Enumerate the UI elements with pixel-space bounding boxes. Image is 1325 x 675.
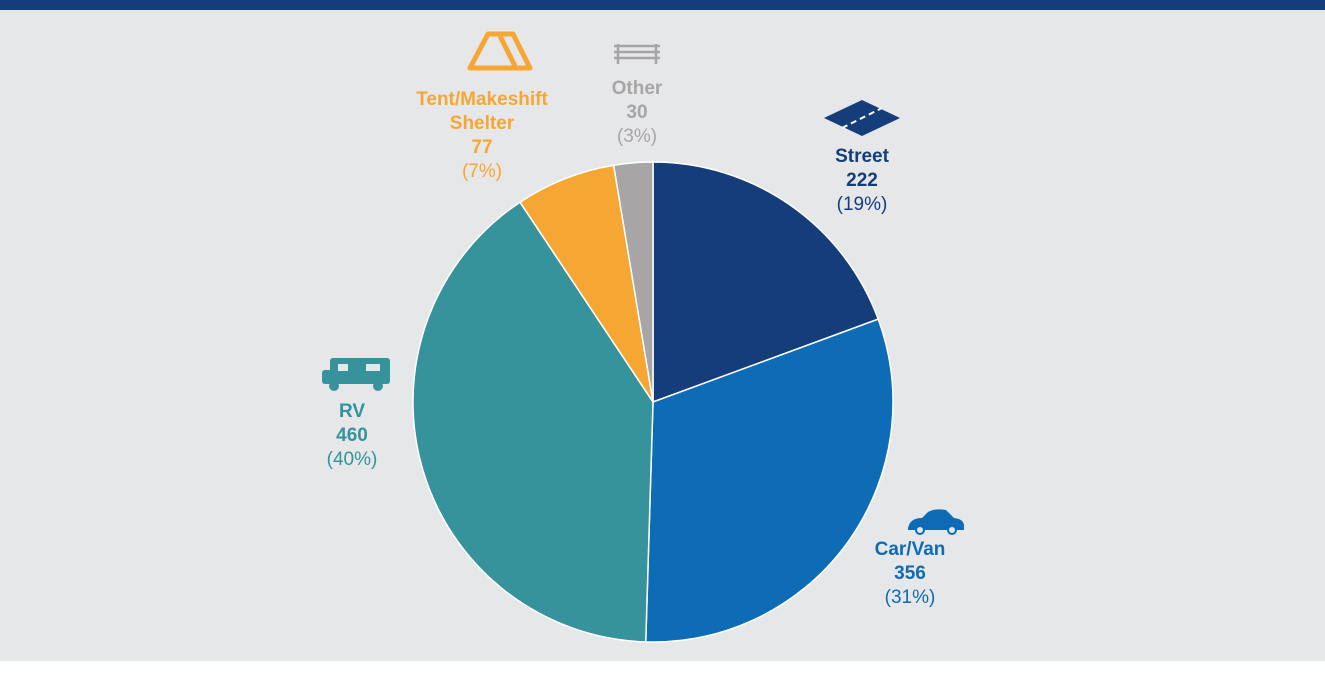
value-label: 30 bbox=[626, 102, 648, 123]
bench-icon bbox=[614, 44, 660, 64]
tent-icon bbox=[467, 31, 533, 71]
percent-label: (7%) bbox=[461, 161, 503, 182]
value-label: 460 bbox=[336, 425, 368, 446]
category-name: Car/Van bbox=[874, 539, 946, 560]
pie-slice bbox=[652, 161, 880, 404]
value-label: 222 bbox=[846, 170, 878, 191]
category-name: Tent/Makeshift Shelter bbox=[416, 89, 548, 134]
percent-label: (40%) bbox=[326, 449, 378, 470]
bottom-strip bbox=[0, 661, 1325, 675]
pie-slice bbox=[644, 318, 894, 643]
street-icon bbox=[824, 100, 900, 136]
slice-label: Other 30 (3%) bbox=[612, 77, 663, 149]
category-name: Street bbox=[835, 146, 889, 167]
car-icon bbox=[908, 509, 964, 535]
percent-label: (3%) bbox=[616, 126, 658, 147]
category-name: RV bbox=[338, 401, 366, 422]
rv-icon bbox=[322, 358, 390, 391]
slice-label: Tent/Makeshift Shelter 77 (7%) bbox=[402, 88, 562, 184]
top-bar bbox=[0, 0, 1325, 10]
slice-label: RV 460 (40%) bbox=[327, 400, 378, 472]
pie-slice bbox=[612, 161, 654, 403]
percent-label: (19%) bbox=[836, 194, 888, 215]
value-label: 77 bbox=[471, 137, 493, 158]
percent-label: (31%) bbox=[884, 587, 936, 608]
slice-label: Car/Van 356 (31%) bbox=[875, 538, 946, 610]
slice-label: Street 222 (19%) bbox=[835, 145, 889, 217]
category-name: Other bbox=[611, 78, 663, 99]
value-label: 356 bbox=[894, 563, 926, 584]
